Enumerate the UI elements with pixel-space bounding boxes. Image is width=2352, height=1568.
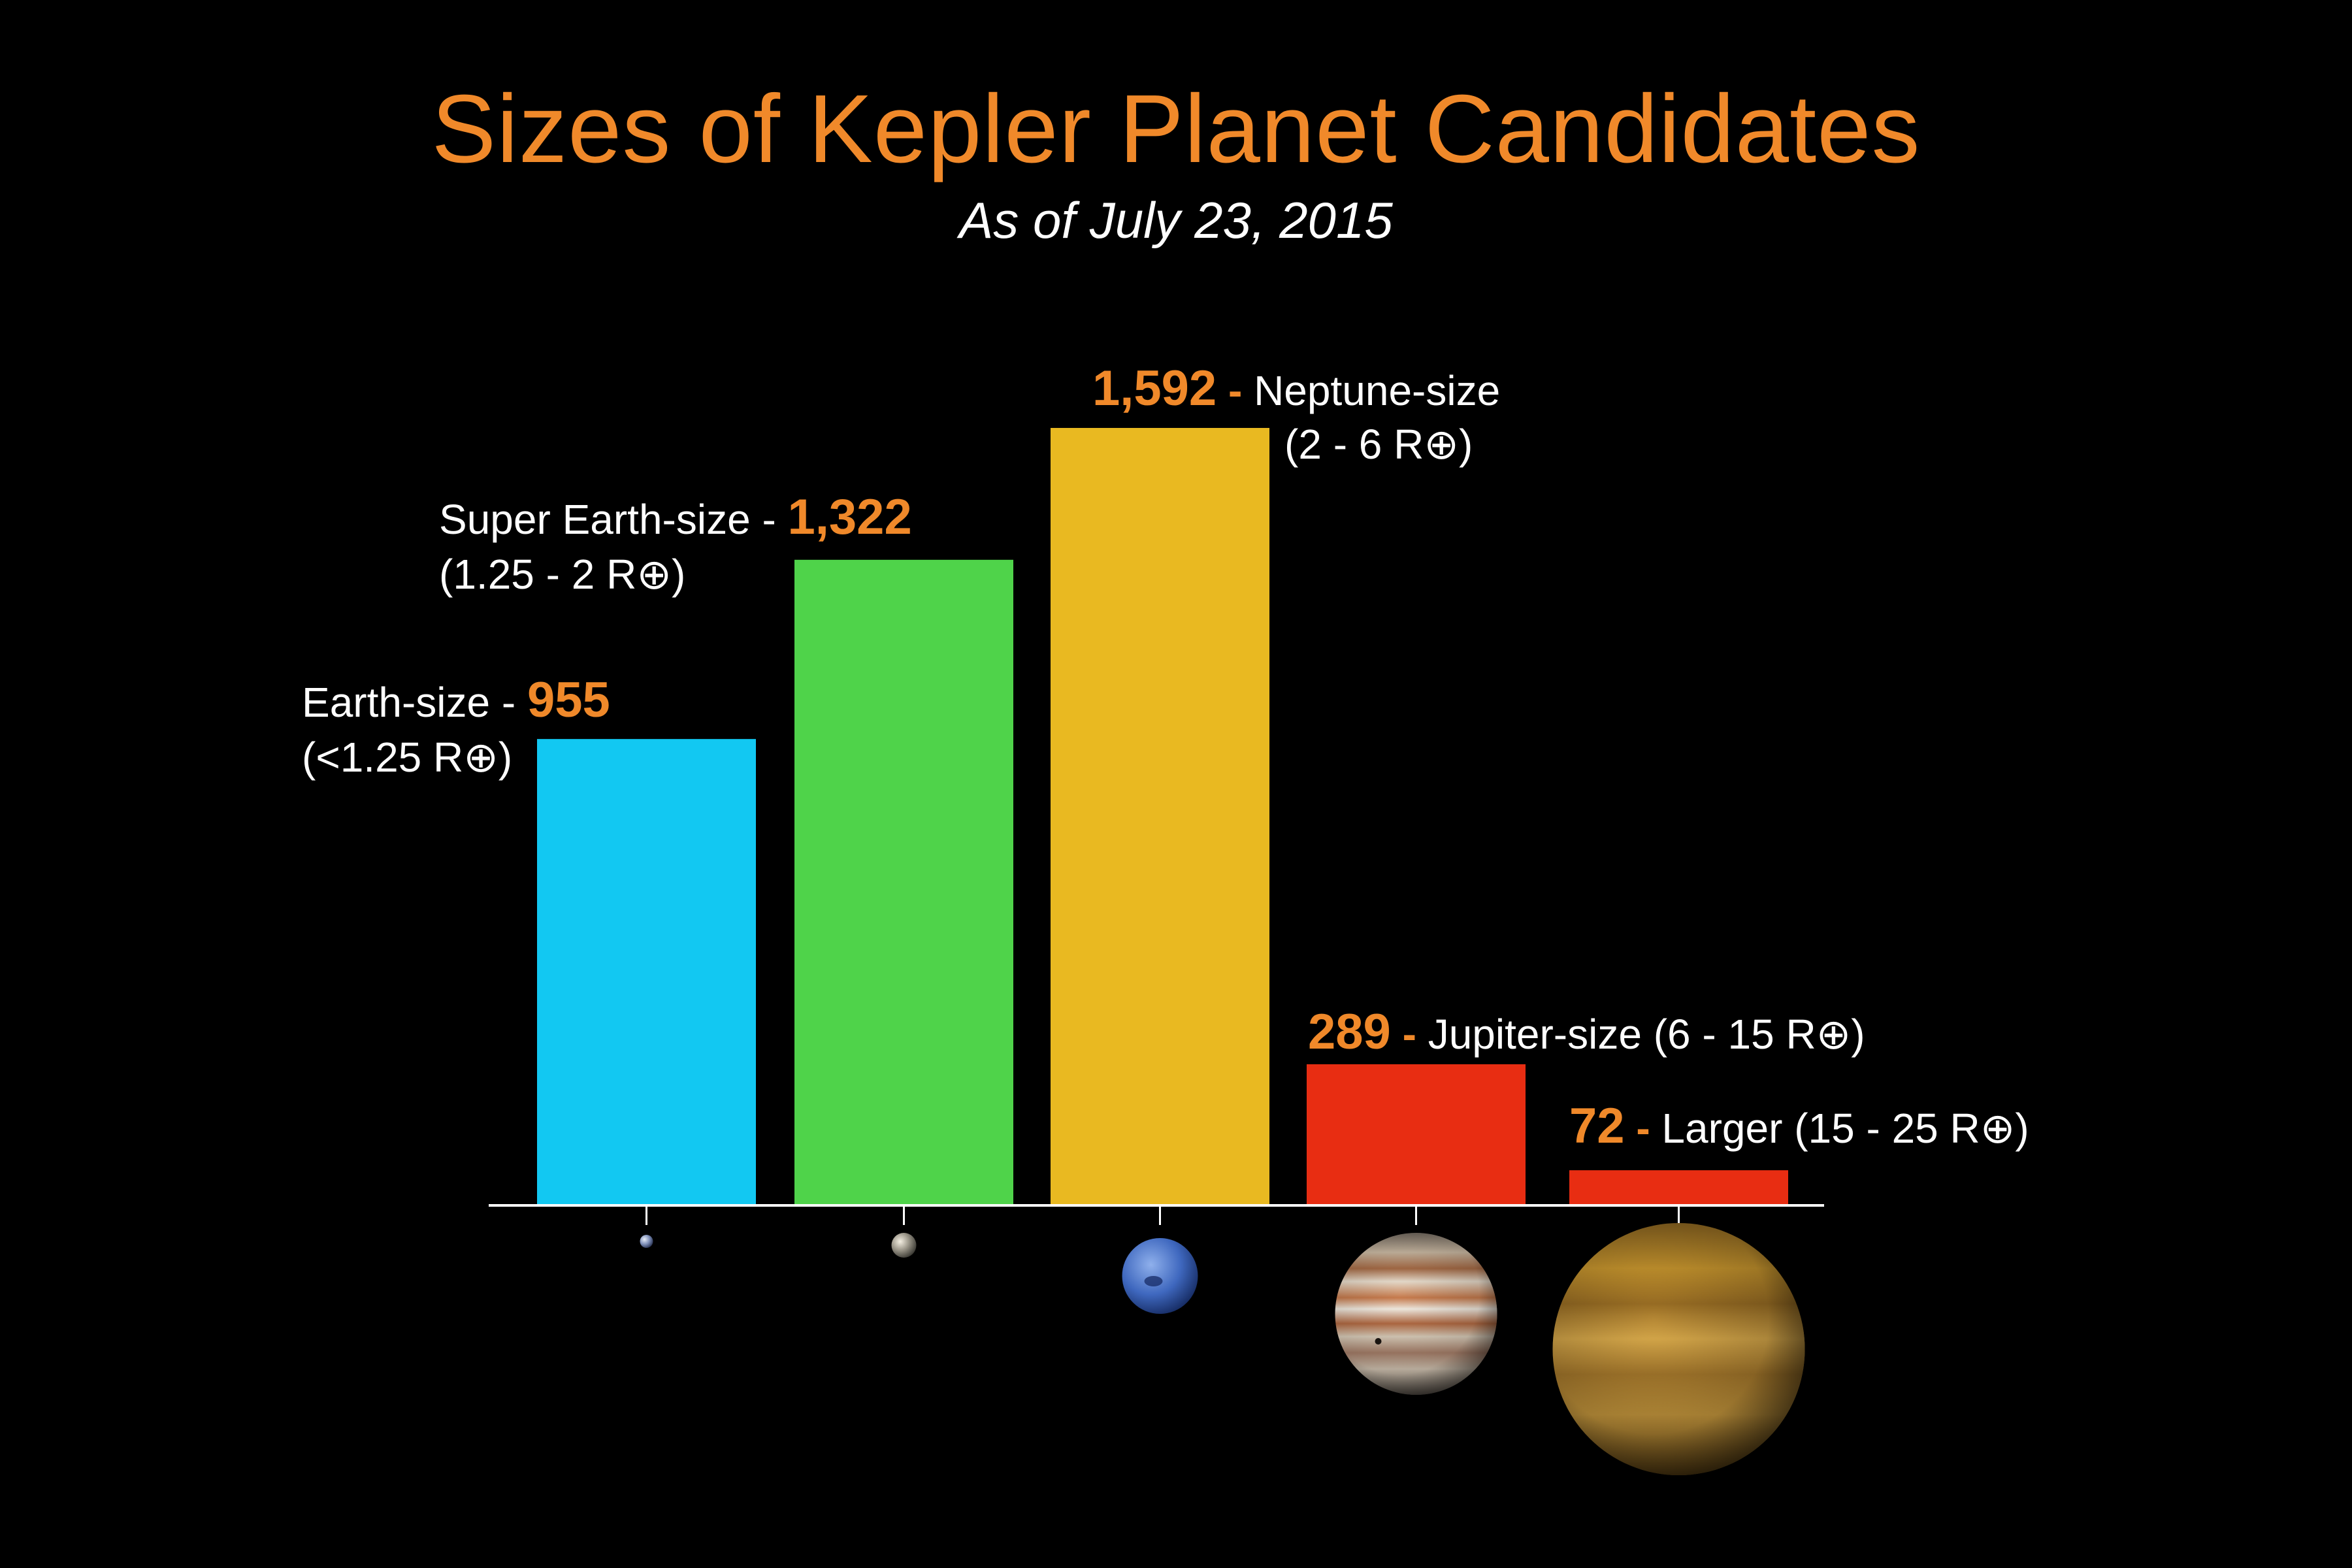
earth-icon	[640, 1235, 653, 1248]
bar-larger	[1569, 1170, 1788, 1205]
jupiter-icon	[1335, 1233, 1497, 1395]
neptune-icon	[1122, 1238, 1198, 1314]
range-label-neptune: (2 - 6 R⊕)	[1284, 421, 1473, 468]
category-label: Larger	[1661, 1105, 1783, 1152]
range-label: (<1.25 R⊕)	[302, 734, 513, 781]
category-label: Super Earth-size	[439, 496, 751, 543]
super-earth-icon	[891, 1233, 917, 1258]
bar-neptune-size	[1051, 428, 1269, 1205]
category-label: Earth-size	[302, 679, 491, 726]
range-label: (15 - 25 R⊕)	[1794, 1105, 2029, 1152]
data-label: 1,322	[787, 489, 912, 545]
range-label: (6 - 15 R⊕)	[1653, 1011, 1865, 1058]
category-label: Neptune-size	[1254, 367, 1501, 414]
chart-title: Sizes of Kepler Planet Candidates	[431, 75, 1921, 183]
bar-earth-size	[537, 739, 756, 1205]
range-label: (1.25 - 2 R⊕)	[439, 551, 686, 598]
label-larger: 72 - Larger (15 - 25 R⊕)	[1569, 1098, 2029, 1154]
chart-subtitle: As of July 23, 2015	[959, 191, 1393, 249]
label-super-earth-size: Super Earth-size - 1,322 (1.25 - 2 R⊕)	[439, 490, 912, 602]
data-label: 72	[1569, 1098, 1625, 1154]
data-label: 1,592	[1092, 361, 1217, 416]
data-label: 955	[527, 672, 610, 728]
label-earth-size: Earth-size - 955 (<1.25 R⊕)	[302, 673, 610, 785]
bar-jupiter-size	[1307, 1064, 1526, 1205]
gas-giant-icon	[1552, 1223, 1805, 1475]
category-label: Jupiter-size	[1428, 1011, 1642, 1058]
label-neptune-size: 1,592 - Neptune-size	[1092, 361, 1501, 416]
label-jupiter-size: 289 - Jupiter-size (6 - 15 R⊕)	[1308, 1004, 1865, 1060]
bar-super-earth-size	[794, 559, 1013, 1205]
data-label: 289	[1308, 1004, 1391, 1060]
